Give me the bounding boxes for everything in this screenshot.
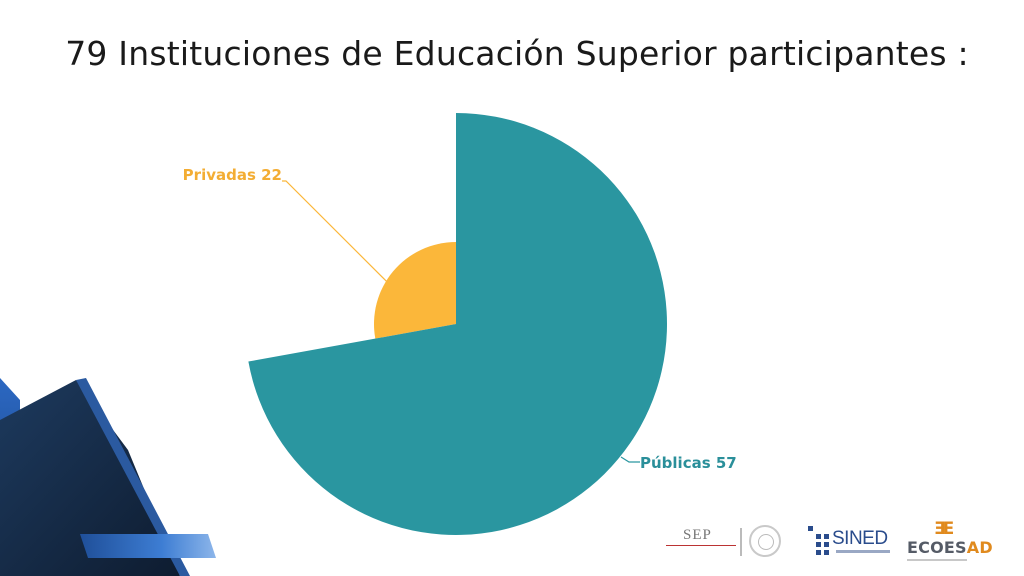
sep-logo-line <box>666 545 736 546</box>
sined-blocks-icon <box>808 526 829 555</box>
sined-logo-subline <box>836 550 890 553</box>
ecoesad-name-b: AD <box>966 538 993 557</box>
ecoesad-logo-text: ECOESAD <box>907 538 993 557</box>
privadas-leader-line <box>282 180 389 283</box>
slide-title: 79 Instituciones de Educación Superior p… <box>65 34 969 73</box>
publicas-label: Públicas 57 <box>640 454 737 472</box>
pie-slice-privadas <box>374 242 456 339</box>
sined-logo-text: SINED <box>832 528 888 549</box>
publicas-leader-line <box>620 456 640 463</box>
ecoesad-name-a: ECOES <box>907 538 967 557</box>
privadas-label: Privadas 22 <box>183 166 282 184</box>
ecoesad-mark-icon: ƎE <box>934 519 954 539</box>
ecoesad-logo-subline <box>907 559 967 561</box>
sep-logo-text: SEP <box>683 527 712 543</box>
logo-divider <box>740 528 742 556</box>
mexico-seal-icon <box>749 525 781 557</box>
pie-slice-publicas <box>248 113 667 535</box>
